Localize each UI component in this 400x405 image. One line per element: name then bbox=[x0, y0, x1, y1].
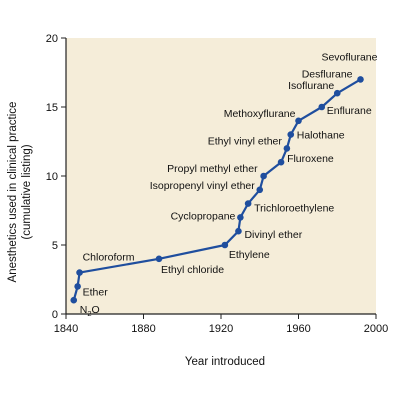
point-label: Chloroform bbox=[83, 252, 135, 264]
y-tick-label: 20 bbox=[46, 33, 58, 45]
point-label: Isopropenyl vinyl ether bbox=[150, 180, 256, 192]
x-axis-title: Year introduced bbox=[185, 356, 265, 368]
y-tick-label: 5 bbox=[52, 240, 58, 252]
data-point bbox=[287, 131, 295, 138]
y-tick-label: 15 bbox=[46, 102, 58, 114]
point-label: Enflurane bbox=[327, 105, 372, 117]
y-tick-label: 0 bbox=[52, 309, 58, 321]
point-label: Trichloroethylene bbox=[254, 203, 334, 215]
data-point bbox=[76, 269, 83, 276]
data-point bbox=[70, 296, 78, 304]
y-axis-title-line-2: (cumulative listing) bbox=[21, 144, 33, 239]
data-point bbox=[277, 158, 285, 166]
data-point bbox=[256, 186, 264, 194]
point-label: Sevoflurane bbox=[321, 51, 377, 63]
data-point bbox=[244, 200, 252, 207]
y-tick-label: 10 bbox=[46, 171, 58, 183]
data-point bbox=[237, 214, 244, 221]
x-tick-label: 1960 bbox=[286, 323, 310, 335]
data-point bbox=[221, 241, 229, 249]
point-label: Ethylene bbox=[229, 249, 270, 261]
point-label: Propyl methyl ether bbox=[167, 163, 258, 175]
point-label: Fluroxene bbox=[287, 153, 334, 165]
point-label: Ether bbox=[83, 286, 109, 298]
data-point bbox=[318, 103, 326, 111]
y-axis-title-line-1: Anesthetics used in clinical practice bbox=[7, 102, 19, 283]
point-labels: N2O Ether Chloroform Ethyl chloride Ethylene… bbox=[80, 51, 378, 318]
point-label: Halothane bbox=[297, 130, 345, 142]
y-axis-title: Anesthetics used in clinical practice (c… bbox=[7, 102, 33, 283]
data-point bbox=[283, 145, 291, 152]
axes: 1840 1880 1920 1960 2000 0 5 10 15 20 bbox=[46, 33, 388, 335]
point-label: Isoflurane bbox=[288, 80, 334, 92]
data-point bbox=[333, 89, 341, 97]
x-tick-label: 2000 bbox=[364, 323, 388, 335]
x-tick-label: 1920 bbox=[209, 323, 233, 335]
data-point bbox=[295, 117, 302, 125]
point-label: Ethyl chloride bbox=[161, 264, 224, 276]
series-layer bbox=[70, 76, 364, 304]
data-point bbox=[155, 255, 163, 263]
x-tick-label: 1880 bbox=[131, 323, 155, 335]
point-label: Cyclopropane bbox=[171, 210, 236, 222]
data-point bbox=[357, 76, 364, 83]
plot-background bbox=[66, 38, 376, 314]
data-point bbox=[235, 227, 242, 235]
point-label: Methoxyflurane bbox=[224, 108, 296, 120]
x-tick-label: 1840 bbox=[54, 323, 78, 335]
data-point bbox=[74, 283, 81, 290]
point-label: Ethyl vinyl ether bbox=[208, 135, 283, 147]
point-label: Divinyl ether bbox=[244, 229, 302, 241]
point-label: N2O bbox=[80, 304, 100, 318]
point-label: Desflurane bbox=[302, 68, 353, 80]
data-point bbox=[260, 172, 267, 180]
